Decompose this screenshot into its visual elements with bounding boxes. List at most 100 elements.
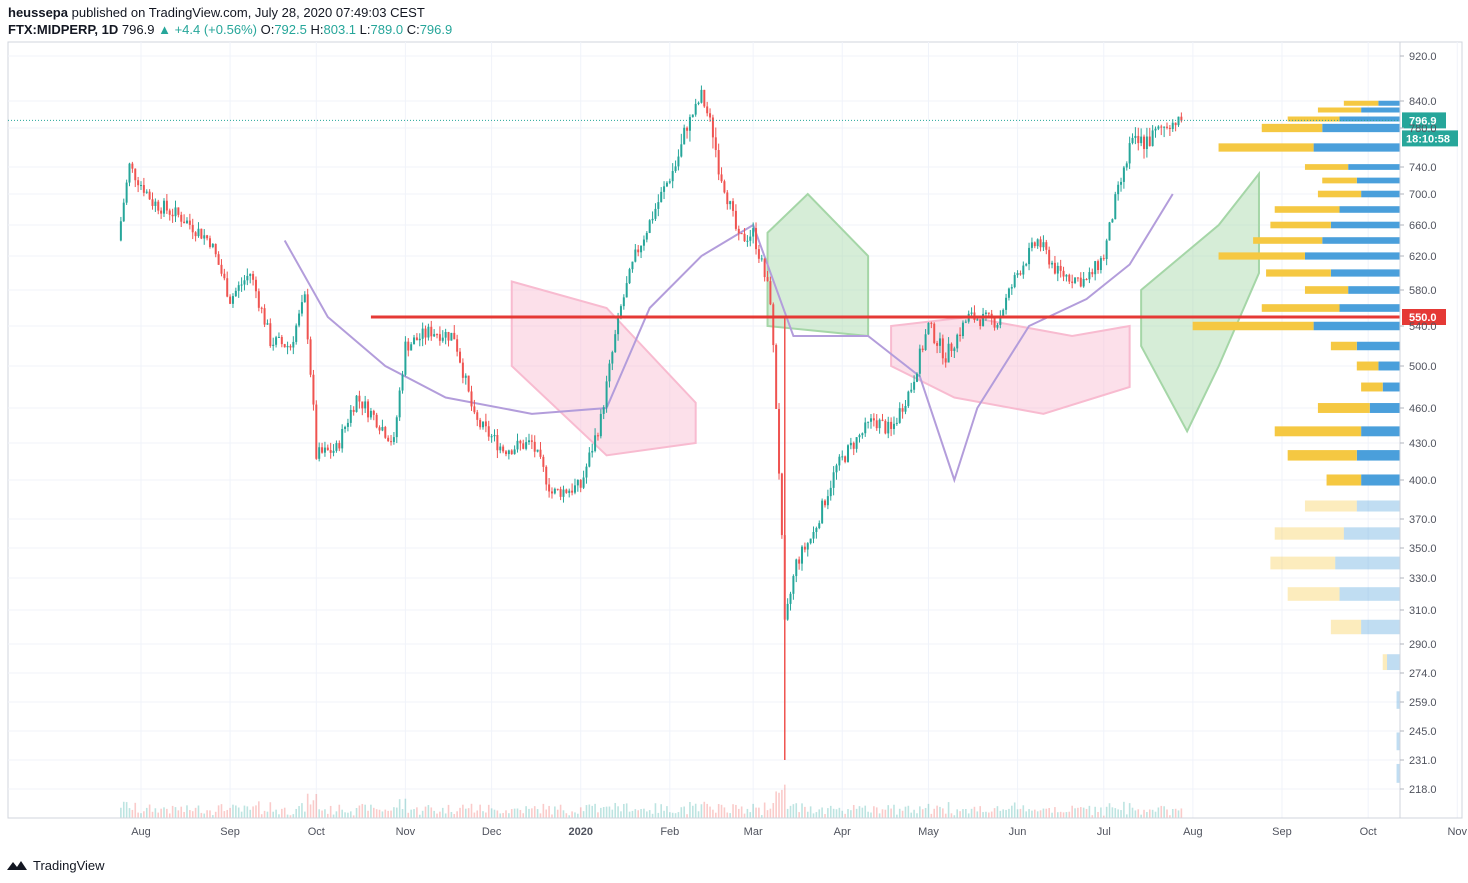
candle-body [464, 375, 467, 378]
candle-body [867, 421, 870, 423]
volume-bar [852, 804, 855, 818]
volume-bar [858, 806, 861, 818]
candle-body [194, 232, 197, 237]
candle-body [1114, 194, 1117, 220]
volume-bar [292, 814, 295, 818]
volume-bar [936, 805, 938, 818]
candle-body [812, 532, 815, 539]
candle-body [283, 344, 286, 348]
volume-bars [120, 784, 1183, 818]
cloud-bull [1140, 170, 1260, 434]
volume-profile-up-bar [1369, 403, 1400, 413]
candle-body [665, 182, 668, 187]
x-tick-label: Jun [1009, 826, 1027, 838]
volume-bar [1180, 808, 1183, 818]
candle-body [453, 332, 456, 340]
volume-profile-up-bar [1356, 341, 1400, 351]
volume-bar [453, 813, 456, 818]
volume-bar [743, 813, 746, 818]
volume-bar [381, 811, 384, 818]
volume-bar [763, 802, 766, 818]
change-arrow-icon: ▲ [158, 22, 171, 37]
candle-body [548, 484, 551, 492]
candle-body [522, 443, 525, 449]
candle-body [1180, 116, 1183, 121]
candle-body [668, 181, 671, 183]
candle-body [427, 326, 430, 338]
volume-bar [674, 813, 677, 818]
candle-body [203, 235, 206, 239]
x-tick-label: Dec [482, 826, 502, 838]
volume-bar [735, 804, 737, 818]
volume-bar [1079, 807, 1082, 818]
candle-body [527, 440, 530, 443]
candle-body [229, 296, 232, 304]
candle-body [1143, 136, 1146, 149]
candle-body [217, 254, 220, 265]
candle-body [611, 352, 614, 364]
volume-bar [174, 807, 177, 818]
kijun-path [283, 193, 1174, 484]
author-name[interactable]: heussepa [8, 5, 68, 20]
candle-body [272, 344, 275, 346]
candle-body [332, 450, 335, 453]
candle-body [1097, 261, 1100, 271]
candle-body [415, 337, 418, 341]
volume-bar [729, 813, 731, 818]
candle-body [864, 422, 867, 434]
candle-body [858, 435, 861, 438]
candle-body [1030, 242, 1033, 248]
volume-bar [1157, 807, 1160, 818]
volume-bar [625, 803, 628, 818]
candle-body [240, 284, 243, 286]
candle-body [769, 281, 772, 305]
volume-bar [933, 808, 936, 818]
candlestick-series [119, 85, 1183, 760]
volume-bar [988, 812, 990, 818]
volume-bar [1088, 805, 1091, 818]
volume-profile-up-bar [1378, 361, 1400, 371]
candle-body [798, 559, 801, 564]
candle-body [694, 103, 697, 115]
y-tick-label: 780.0 [1409, 123, 1437, 135]
volume-bar [901, 810, 904, 818]
candle-body [125, 182, 128, 203]
volume-bar [985, 811, 987, 818]
volume-profile-up-bar [1361, 619, 1400, 635]
countdown-label: 18:10:58 [1406, 133, 1450, 145]
candle-body [482, 421, 485, 428]
candle-body [504, 451, 507, 455]
candle-body [536, 449, 539, 452]
volume-bar [680, 807, 683, 818]
candle-body [648, 220, 651, 233]
candle-body [280, 336, 283, 345]
volume-bar [413, 809, 415, 818]
candle-body [772, 304, 775, 346]
candle-body [361, 401, 364, 409]
volume-bar [881, 809, 884, 818]
candle-body [1151, 130, 1154, 147]
candle-body [344, 426, 347, 430]
volume-bar [355, 807, 358, 818]
volume-profile-up-bar [1361, 190, 1400, 198]
candle-body [309, 339, 312, 375]
candle-body [165, 200, 168, 211]
volume-bar [591, 805, 594, 818]
symbol-label[interactable]: FTX:MIDPERP, 1D [8, 22, 119, 37]
volume-bar [967, 813, 970, 818]
volume-bar [235, 805, 237, 818]
volume-bar [252, 806, 254, 818]
volume-bar [263, 810, 266, 818]
volume-bar [588, 804, 591, 818]
footer-brand[interactable]: TradingView [6, 855, 105, 875]
candle-body [436, 334, 439, 336]
volume-bar [766, 810, 769, 818]
candle-body [832, 472, 835, 488]
candle-body [459, 351, 462, 363]
y-tick-label: 660.0 [1409, 220, 1437, 232]
candle-body [844, 456, 847, 462]
x-tick-label: 2020 [568, 826, 592, 838]
volume-bar [620, 811, 622, 818]
candle-body [686, 127, 689, 131]
